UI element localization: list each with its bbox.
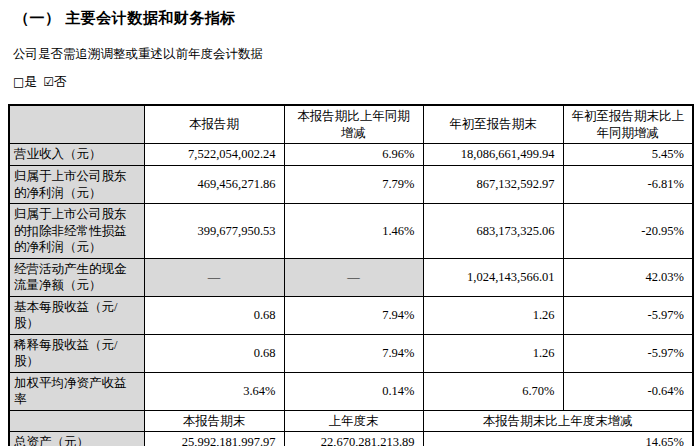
col-header-period-yoy-change: 本报告期比上年同期增减 [284,105,423,144]
value-cell: 7.79% [284,166,423,204]
value-cell: 1,024,143,566.01 [423,258,563,296]
value-cell: 7.94% [284,334,423,372]
value-cell: 5.45% [563,144,693,166]
value-cell: -5.97% [563,296,693,334]
value-cell: 469,456,271.86 [144,166,284,204]
row-total-assets: 总资产（元） 25,992,181,997.97 22,670,281,213.… [9,432,693,446]
row-net-profit-excl-nonrecurring: 归属于上市公司股东的扣除非经常性损益的净利润（元） 399,677,950.53… [9,204,693,259]
key-financials-table: 本报告期 本报告期比上年同期增减 年初至报告期末 年初至报告期末比上年同期增减 … [8,104,694,446]
row-label: 归属于上市公司股东的扣除非经常性损益的净利润（元） [9,204,144,259]
corner-cell [9,105,144,144]
col-header-year-to-date: 年初至报告期末 [423,105,563,144]
choice-no-label: 否 [54,74,67,89]
col-header-ytd-yoy-change: 年初至报告期末比上年同期增减 [563,105,693,144]
value-cell: 42.03% [563,258,693,296]
choice-no: ☑否 [43,74,67,89]
row-basic-eps: 基本每股收益（元/股） 0.68 7.94% 1.26 -5.97% [9,296,693,334]
value-cell: 14.65% [423,432,693,446]
col-header-end-of-last-year: 上年度末 [284,410,423,432]
checkbox-unchecked-icon[interactable]: □ [13,75,24,89]
row-revenue: 营业收入（元） 7,522,054,002.24 6.96% 18,086,66… [9,144,693,166]
value-cell: 0.68 [144,296,284,334]
value-cell: 1.26 [423,334,563,372]
value-cell: 0.68 [144,334,284,372]
row-diluted-eps: 稀释每股收益（元/股） 0.68 7.94% 1.26 -5.97% [9,334,693,372]
value-cell: -6.81% [563,166,693,204]
corner-cell [9,410,144,432]
col-header-current-period: 本报告期 [144,105,284,144]
value-cell: 22,670,281,213.89 [284,432,423,446]
value-cell-na: — [144,258,284,296]
value-cell: 0.14% [284,372,423,410]
value-cell: 7,522,054,002.24 [144,144,284,166]
restatement-question: 公司是否需追溯调整或重述以前年度会计数据 [13,46,700,63]
value-cell: 1.46% [284,204,423,259]
value-cell: -5.97% [563,334,693,372]
value-cell: 6.96% [284,144,423,166]
value-cell: -20.95% [563,204,693,259]
value-cell: -0.64% [563,372,693,410]
row-label: 总资产（元） [9,432,144,446]
row-label: 加权平均净资产收益率 [9,372,144,410]
choice-yes: □是 [13,74,37,89]
row-weighted-avg-roe: 加权平均净资产收益率 3.64% 0.14% 6.70% -0.64% [9,372,693,410]
section-title: （一） 主要会计数据和财务指标 [0,0,700,28]
row-label: 稀释每股收益（元/股） [9,334,144,372]
value-cell: 3.64% [144,372,284,410]
choice-yes-label: 是 [24,74,37,89]
row-label: 归属于上市公司股东的净利润（元） [9,166,144,204]
value-cell: 683,173,325.06 [423,204,563,259]
period-header-row: 本报告期 本报告期比上年同期增减 年初至报告期末 年初至报告期末比上年同期增减 [9,105,693,144]
value-cell: 1.26 [423,296,563,334]
restatement-choice: □是 ☑否 [13,73,700,91]
yearend-header-row: 本报告期末 上年度末 本报告期末比上年度末增减 [9,410,693,432]
checkbox-checked-icon[interactable]: ☑ [43,75,54,89]
row-label: 营业收入（元） [9,144,144,166]
value-cell: 399,677,950.53 [144,204,284,259]
col-header-period-end-change: 本报告期末比上年度末增减 [423,410,693,432]
value-cell: 6.70% [423,372,563,410]
row-net-profit: 归属于上市公司股东的净利润（元） 469,456,271.86 7.79% 86… [9,166,693,204]
row-label: 基本每股收益（元/股） [9,296,144,334]
value-cell: 25,992,181,997.97 [144,432,284,446]
col-header-end-of-period: 本报告期末 [144,410,284,432]
value-cell: 7.94% [284,296,423,334]
value-cell-na: — [284,258,423,296]
value-cell: 18,086,661,499.94 [423,144,563,166]
row-operating-cash-flow: 经营活动产生的现金流量净额（元） — — 1,024,143,566.01 42… [9,258,693,296]
value-cell: 867,132,592.97 [423,166,563,204]
row-label: 经营活动产生的现金流量净额（元） [9,258,144,296]
